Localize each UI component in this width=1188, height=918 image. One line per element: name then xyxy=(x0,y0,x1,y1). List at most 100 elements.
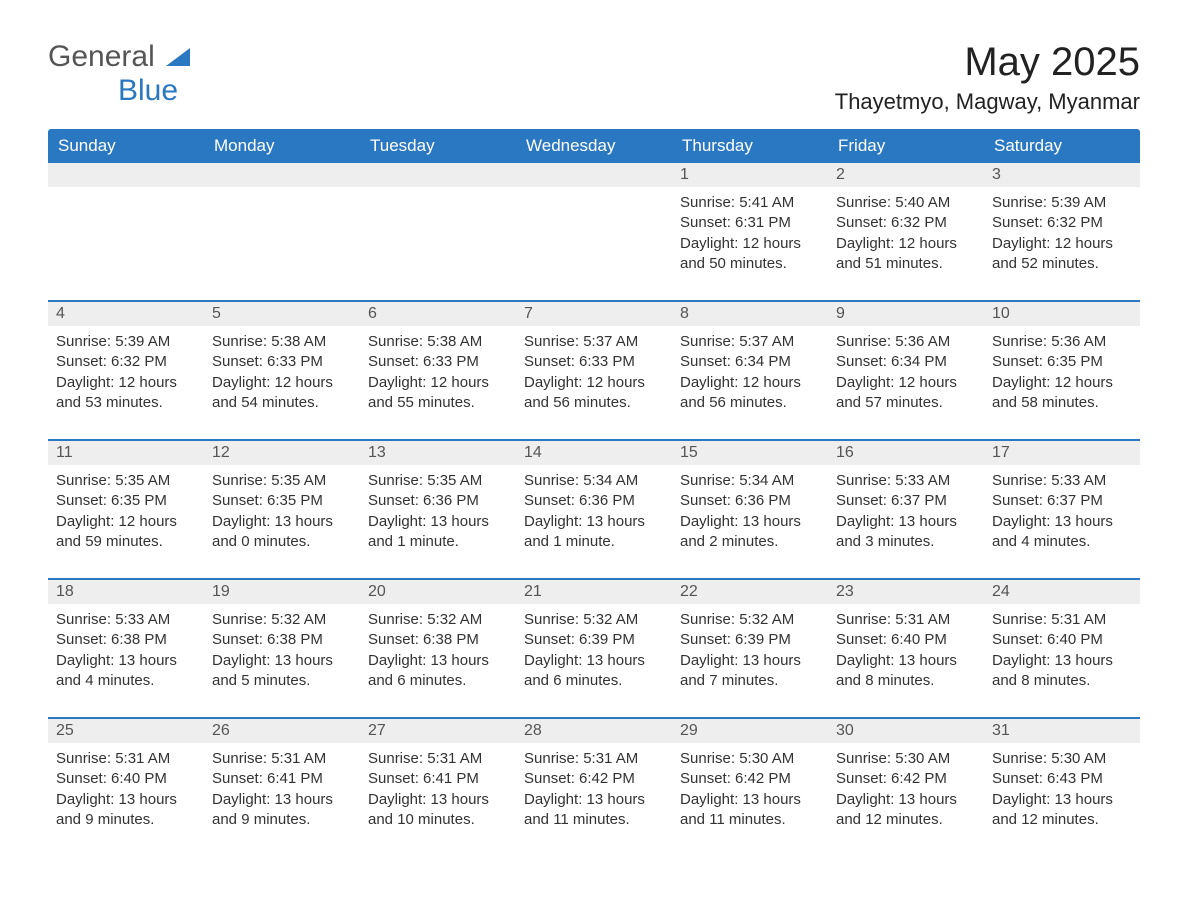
day-cell xyxy=(204,187,360,300)
day-cell: Sunrise: 5:32 AMSunset: 6:38 PMDaylight:… xyxy=(204,604,360,717)
sunrise-text: Sunrise: 5:30 AM xyxy=(836,749,976,769)
daylight-text: Daylight: 12 hours and 56 minutes. xyxy=(680,373,820,414)
day-cell: Sunrise: 5:32 AMSunset: 6:39 PMDaylight:… xyxy=(672,604,828,717)
sunset-text: Sunset: 6:32 PM xyxy=(56,352,196,372)
day-cell xyxy=(48,187,204,300)
sunset-text: Sunset: 6:36 PM xyxy=(524,491,664,511)
day-cell: Sunrise: 5:30 AMSunset: 6:42 PMDaylight:… xyxy=(672,743,828,856)
day-cell: Sunrise: 5:33 AMSunset: 6:37 PMDaylight:… xyxy=(984,465,1140,578)
sunset-text: Sunset: 6:37 PM xyxy=(992,491,1132,511)
sunrise-text: Sunrise: 5:40 AM xyxy=(836,193,976,213)
sunrise-text: Sunrise: 5:32 AM xyxy=(368,610,508,630)
sunrise-text: Sunrise: 5:35 AM xyxy=(56,471,196,491)
daylight-text: Daylight: 13 hours and 9 minutes. xyxy=(212,790,352,831)
sunset-text: Sunset: 6:36 PM xyxy=(368,491,508,511)
daylight-text: Daylight: 13 hours and 1 minute. xyxy=(368,512,508,553)
day-number: 25 xyxy=(48,719,204,743)
day-cell: Sunrise: 5:33 AMSunset: 6:37 PMDaylight:… xyxy=(828,465,984,578)
page-header: General Blue May 2025 Thayetmyo, Magway,… xyxy=(48,40,1140,115)
sunrise-text: Sunrise: 5:31 AM xyxy=(992,610,1132,630)
sunrise-text: Sunrise: 5:32 AM xyxy=(680,610,820,630)
daylight-text: Daylight: 13 hours and 11 minutes. xyxy=(524,790,664,831)
day-cell: Sunrise: 5:35 AMSunset: 6:35 PMDaylight:… xyxy=(48,465,204,578)
day-cell: Sunrise: 5:34 AMSunset: 6:36 PMDaylight:… xyxy=(672,465,828,578)
day-number: 5 xyxy=(204,302,360,326)
day-number: 31 xyxy=(984,719,1140,743)
sunset-text: Sunset: 6:41 PM xyxy=(212,769,352,789)
daylight-text: Daylight: 13 hours and 6 minutes. xyxy=(368,651,508,692)
sunrise-text: Sunrise: 5:30 AM xyxy=(992,749,1132,769)
weekday-header: Monday xyxy=(204,129,360,163)
sunrise-text: Sunrise: 5:35 AM xyxy=(368,471,508,491)
day-cell: Sunrise: 5:31 AMSunset: 6:41 PMDaylight:… xyxy=(360,743,516,856)
sunrise-text: Sunrise: 5:36 AM xyxy=(992,332,1132,352)
sunset-text: Sunset: 6:35 PM xyxy=(212,491,352,511)
daylight-text: Daylight: 13 hours and 0 minutes. xyxy=(212,512,352,553)
sunrise-text: Sunrise: 5:31 AM xyxy=(368,749,508,769)
day-number: 15 xyxy=(672,441,828,465)
day-cell: Sunrise: 5:41 AMSunset: 6:31 PMDaylight:… xyxy=(672,187,828,300)
day-number xyxy=(48,163,204,187)
logo-word2: Blue xyxy=(118,74,178,107)
daylight-text: Daylight: 12 hours and 52 minutes. xyxy=(992,234,1132,275)
weekday-header: Sunday xyxy=(48,129,204,163)
day-number xyxy=(360,163,516,187)
daylight-text: Daylight: 12 hours and 54 minutes. xyxy=(212,373,352,414)
day-cell: Sunrise: 5:37 AMSunset: 6:34 PMDaylight:… xyxy=(672,326,828,439)
day-cell xyxy=(360,187,516,300)
day-cell: Sunrise: 5:31 AMSunset: 6:40 PMDaylight:… xyxy=(828,604,984,717)
sunset-text: Sunset: 6:40 PM xyxy=(992,630,1132,650)
sunrise-text: Sunrise: 5:31 AM xyxy=(56,749,196,769)
day-number: 8 xyxy=(672,302,828,326)
weekday-header: Thursday xyxy=(672,129,828,163)
sunset-text: Sunset: 6:39 PM xyxy=(524,630,664,650)
day-number: 22 xyxy=(672,580,828,604)
sunset-text: Sunset: 6:32 PM xyxy=(992,213,1132,233)
sunset-text: Sunset: 6:31 PM xyxy=(680,213,820,233)
sunset-text: Sunset: 6:41 PM xyxy=(368,769,508,789)
sunset-text: Sunset: 6:35 PM xyxy=(56,491,196,511)
daylight-text: Daylight: 13 hours and 8 minutes. xyxy=(836,651,976,692)
sunrise-text: Sunrise: 5:36 AM xyxy=(836,332,976,352)
daylight-text: Daylight: 13 hours and 4 minutes. xyxy=(56,651,196,692)
day-number: 4 xyxy=(48,302,204,326)
day-number: 2 xyxy=(828,163,984,187)
sunset-text: Sunset: 6:42 PM xyxy=(524,769,664,789)
day-cell: Sunrise: 5:36 AMSunset: 6:35 PMDaylight:… xyxy=(984,326,1140,439)
sunset-text: Sunset: 6:37 PM xyxy=(836,491,976,511)
sunrise-text: Sunrise: 5:41 AM xyxy=(680,193,820,213)
weekday-header: Tuesday xyxy=(360,129,516,163)
daylight-text: Daylight: 12 hours and 56 minutes. xyxy=(524,373,664,414)
day-cell: Sunrise: 5:38 AMSunset: 6:33 PMDaylight:… xyxy=(360,326,516,439)
day-number: 26 xyxy=(204,719,360,743)
day-cell: Sunrise: 5:35 AMSunset: 6:36 PMDaylight:… xyxy=(360,465,516,578)
sunrise-text: Sunrise: 5:33 AM xyxy=(992,471,1132,491)
day-number: 9 xyxy=(828,302,984,326)
logo: General Blue xyxy=(48,40,190,108)
daylight-text: Daylight: 13 hours and 4 minutes. xyxy=(992,512,1132,553)
calendar-week: 123Sunrise: 5:41 AMSunset: 6:31 PMDaylig… xyxy=(48,163,1140,300)
sunset-text: Sunset: 6:42 PM xyxy=(836,769,976,789)
day-number: 28 xyxy=(516,719,672,743)
day-number: 19 xyxy=(204,580,360,604)
sunset-text: Sunset: 6:40 PM xyxy=(836,630,976,650)
sunset-text: Sunset: 6:33 PM xyxy=(524,352,664,372)
day-cell: Sunrise: 5:35 AMSunset: 6:35 PMDaylight:… xyxy=(204,465,360,578)
day-cell: Sunrise: 5:31 AMSunset: 6:41 PMDaylight:… xyxy=(204,743,360,856)
day-cell: Sunrise: 5:38 AMSunset: 6:33 PMDaylight:… xyxy=(204,326,360,439)
daylight-text: Daylight: 13 hours and 7 minutes. xyxy=(680,651,820,692)
sunrise-text: Sunrise: 5:31 AM xyxy=(524,749,664,769)
day-number: 3 xyxy=(984,163,1140,187)
sunset-text: Sunset: 6:34 PM xyxy=(680,352,820,372)
sunset-text: Sunset: 6:34 PM xyxy=(836,352,976,372)
daylight-text: Daylight: 13 hours and 11 minutes. xyxy=(680,790,820,831)
sunrise-text: Sunrise: 5:35 AM xyxy=(212,471,352,491)
sunrise-text: Sunrise: 5:32 AM xyxy=(212,610,352,630)
sunrise-text: Sunrise: 5:38 AM xyxy=(368,332,508,352)
calendar: SundayMondayTuesdayWednesdayThursdayFrid… xyxy=(48,129,1140,856)
sunrise-text: Sunrise: 5:34 AM xyxy=(680,471,820,491)
calendar-header-row: SundayMondayTuesdayWednesdayThursdayFrid… xyxy=(48,129,1140,163)
day-number: 10 xyxy=(984,302,1140,326)
day-cell: Sunrise: 5:30 AMSunset: 6:42 PMDaylight:… xyxy=(828,743,984,856)
sunset-text: Sunset: 6:32 PM xyxy=(836,213,976,233)
